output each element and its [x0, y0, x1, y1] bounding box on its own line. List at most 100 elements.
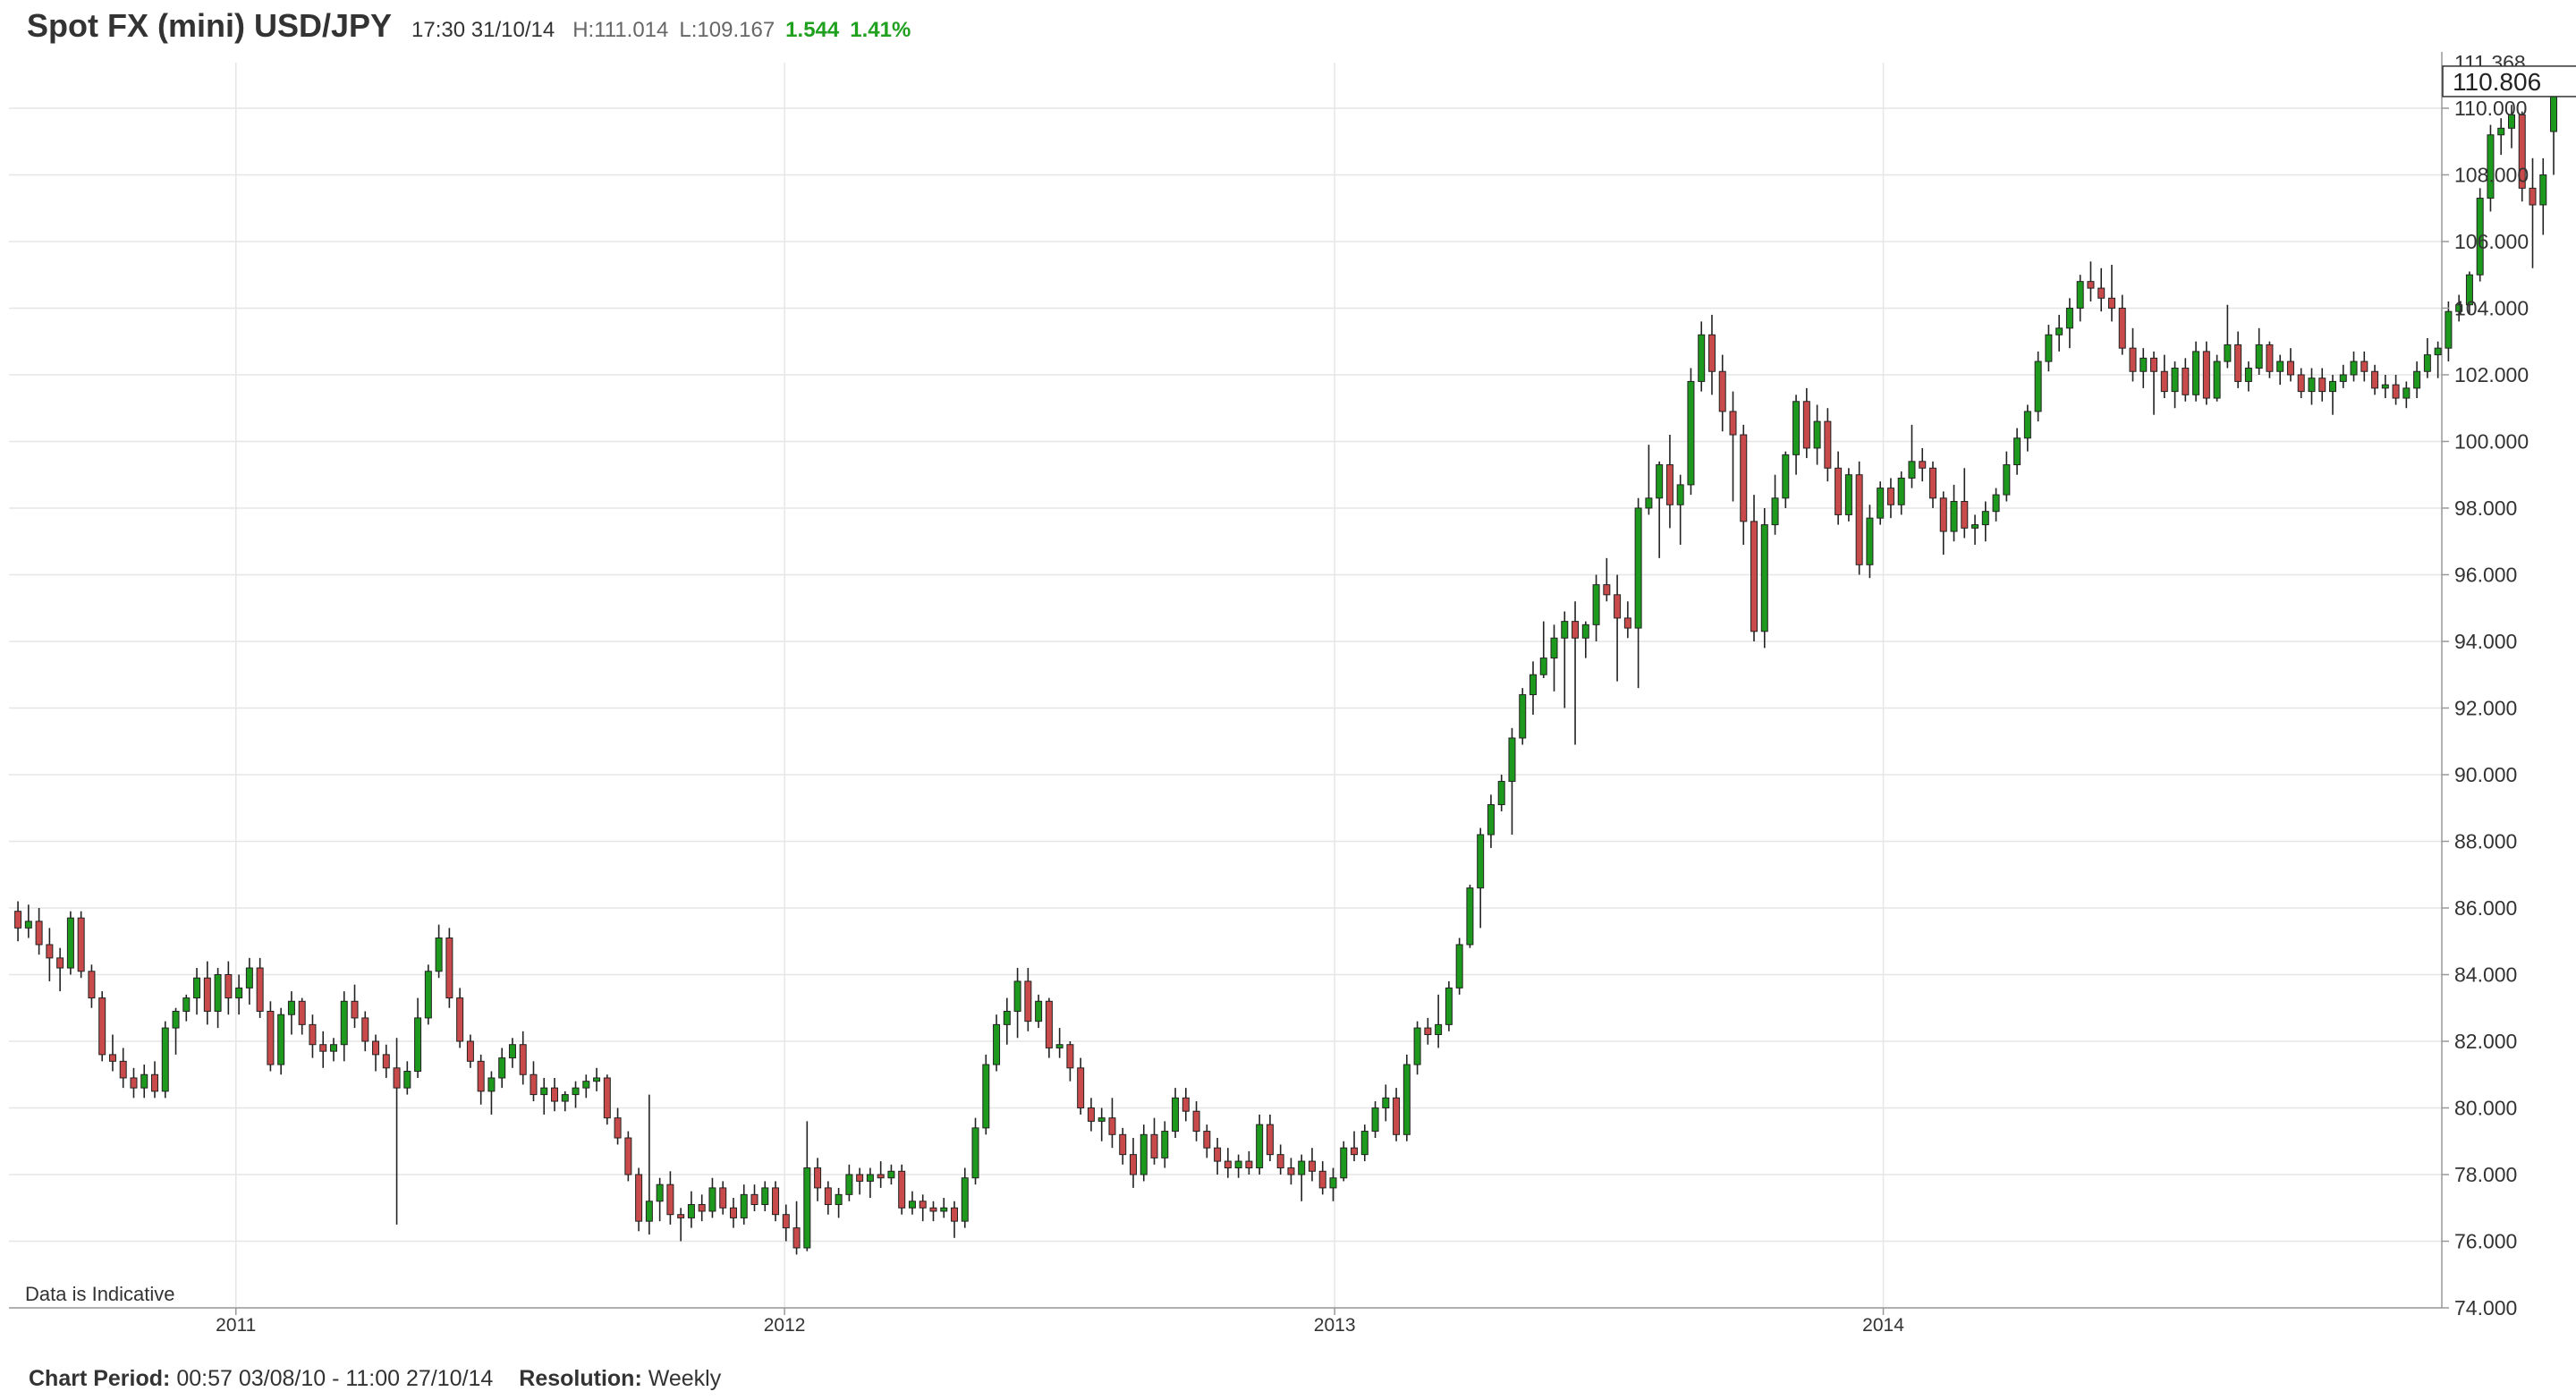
candle — [1740, 424, 1748, 545]
candle-body-up — [1561, 621, 1569, 639]
candle-body-up — [2034, 361, 2042, 412]
candle — [792, 1201, 801, 1255]
candle — [35, 907, 43, 955]
candle-body-down — [1045, 1000, 1053, 1048]
candle-body-up — [2339, 374, 2347, 382]
indicative-note: Data is Indicative — [25, 1283, 175, 1305]
candle — [2371, 364, 2379, 395]
candle-body-up — [2434, 347, 2442, 356]
candle — [393, 1038, 401, 1225]
candle — [1572, 601, 1580, 745]
candle-body-up — [2476, 198, 2484, 276]
candle — [1045, 997, 1053, 1058]
candle-body-up — [1161, 1131, 1169, 1158]
candle — [2255, 327, 2263, 375]
candle — [1287, 1158, 1295, 1185]
candle-body-down — [1424, 1027, 1432, 1036]
candle-body-up — [582, 1081, 590, 1089]
resolution-value: Weekly — [648, 1366, 722, 1391]
candle-body-up — [1172, 1097, 1180, 1133]
candle-body-down — [1308, 1160, 1316, 1172]
candle-body-down — [1182, 1097, 1190, 1112]
candle — [750, 1184, 758, 1211]
candle — [1203, 1124, 1211, 1158]
candle-body-up — [2423, 354, 2431, 372]
candle-body-up — [1003, 1010, 1011, 1025]
candle — [1477, 827, 1485, 929]
candle-body-up — [2455, 304, 2463, 312]
y-tick-label: 104.000 — [2454, 296, 2529, 319]
candle — [477, 1054, 485, 1105]
candle — [508, 1038, 516, 1068]
candle — [1707, 314, 1716, 395]
y-tick-label: 82.000 — [2454, 1030, 2517, 1053]
candle-body-up — [1950, 501, 1958, 532]
candle-body-up — [1992, 494, 2000, 513]
candle-body-up — [1382, 1097, 1390, 1108]
candle — [66, 911, 74, 975]
candle-body-up — [887, 1170, 895, 1179]
candle — [1760, 507, 1768, 649]
candle — [1445, 980, 1453, 1031]
candle-body-up — [908, 1201, 916, 1209]
candle-body-up — [2497, 127, 2505, 136]
candle — [1665, 435, 1674, 529]
candle — [1393, 1088, 1401, 1141]
candle — [1928, 461, 1936, 508]
candle — [1087, 1098, 1095, 1132]
candle — [1214, 1138, 1222, 1175]
candle-body-down — [456, 997, 464, 1042]
y-tick-label: 84.000 — [2454, 963, 2517, 986]
candle-body-down — [77, 917, 85, 972]
candle-body-up — [1256, 1124, 1264, 1169]
y-tick-label: 76.000 — [2454, 1229, 2517, 1252]
high-value: 111.014 — [594, 18, 669, 42]
candle — [14, 901, 22, 942]
candle-body-up — [1866, 517, 1874, 565]
candle-body-up — [435, 938, 443, 972]
candle-body-up — [1445, 987, 1453, 1025]
candle-body-down — [1393, 1097, 1401, 1135]
price-chart[interactable]: 74.000 76.000 78.000 80.000 82.000 84.000 86.0… — [0, 0, 2576, 1360]
candle — [256, 957, 264, 1018]
candle-body-up — [193, 977, 201, 999]
candle-body-up — [2224, 344, 2232, 362]
candle — [1676, 474, 1684, 545]
candle-body-down — [445, 938, 453, 999]
candle-body-up — [2255, 344, 2263, 369]
candle — [2140, 348, 2148, 388]
candle-body-up — [2003, 464, 2011, 496]
candle — [2497, 118, 2505, 156]
candle — [2160, 354, 2168, 399]
candle — [856, 1167, 864, 1195]
candle-body-up — [593, 1077, 601, 1082]
candle-body-down — [1718, 370, 1726, 412]
candle — [530, 1061, 538, 1102]
candle-body-down — [2286, 361, 2294, 376]
candle — [993, 1014, 1001, 1072]
candle-body-down — [1087, 1107, 1095, 1122]
candle — [1561, 611, 1569, 708]
candle-body-up — [2413, 370, 2421, 389]
candle — [551, 1077, 559, 1112]
candle-body-up — [2539, 174, 2547, 206]
candle-body-up — [1581, 624, 1589, 639]
candle-body-up — [414, 1017, 422, 1073]
candle — [2244, 361, 2252, 392]
candle-body-up — [1981, 511, 1989, 526]
candle-body-down — [298, 1000, 306, 1025]
candle — [2423, 337, 2431, 378]
y-tick-label: 94.000 — [2454, 630, 2517, 653]
candle — [1877, 481, 1885, 525]
candle — [2445, 301, 2453, 362]
candle — [1276, 1144, 1284, 1175]
x-tick-label: 2011 — [216, 1315, 256, 1336]
candle-body-down — [2107, 297, 2115, 309]
candle — [1424, 1017, 1432, 1045]
candle-body-down — [2392, 384, 2400, 399]
candle — [656, 1177, 664, 1222]
candle-body-down — [2182, 368, 2190, 395]
candle-body-up — [487, 1077, 496, 1092]
candle-body-up — [645, 1201, 653, 1222]
candle-body-up — [2140, 357, 2148, 372]
